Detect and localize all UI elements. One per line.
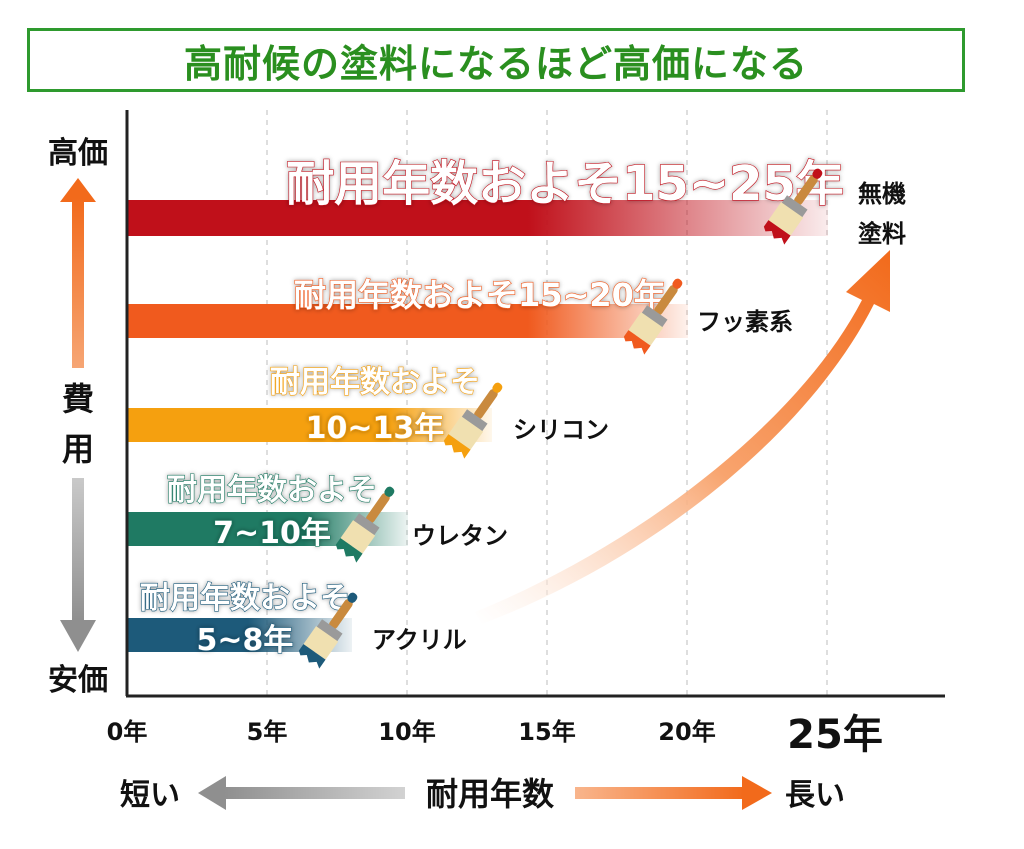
- x-tick-label: 0年: [107, 718, 148, 746]
- category-label: 塗料: [858, 220, 906, 248]
- y-axis-label: 費用: [62, 380, 94, 468]
- y-top-label: 高価: [48, 136, 108, 171]
- paintbrush-icon: [443, 382, 503, 459]
- y-bottom-label: 安価: [48, 663, 108, 698]
- bar-label: 耐用年数およそ: [140, 581, 350, 616]
- category-label: ウレタン: [412, 522, 508, 550]
- bar-label: 5~8年: [197, 623, 294, 658]
- bar-label: 耐用年数およそ15~25年: [286, 156, 844, 212]
- x-axis-label: 耐用年数: [426, 775, 555, 813]
- x-tick-label: 5年: [247, 718, 288, 746]
- paintbrush-icon: [298, 592, 358, 669]
- x-tick-label: 20年: [658, 718, 715, 746]
- category-label: アクリル: [372, 626, 467, 654]
- bar-0: [128, 200, 828, 236]
- x-tick-label: 10年: [378, 718, 435, 746]
- x-right-label: 長い: [785, 778, 845, 813]
- y-arrow-head-down: [60, 620, 96, 652]
- bar-label: 10~13年: [306, 411, 445, 446]
- chart-title: 高耐候の塗料になるほど高価になる: [27, 28, 965, 92]
- bar-label: 耐用年数およそ: [167, 473, 377, 508]
- bars: 耐用年数およそ15~25年 無機塗料耐用年数およそ15~20年フッ素系耐用年数およ…: [128, 155, 906, 669]
- category-label: 無機: [858, 180, 906, 208]
- bar-2: [128, 408, 492, 442]
- paintbrush-icon: [623, 278, 683, 355]
- category-label: シリコン: [513, 416, 609, 444]
- x-arrow-head-right: [742, 776, 772, 810]
- bar-1: [128, 304, 688, 338]
- x-label-bg: [405, 770, 575, 814]
- x-tick-label: 15年: [518, 718, 575, 746]
- x-arrow-head-left: [198, 776, 226, 810]
- y-label-bg: [50, 368, 106, 478]
- bar-label: 耐用年数およそ: [270, 365, 480, 400]
- bar-label: 7~10年: [213, 516, 331, 551]
- paintbrush-icon: [763, 168, 823, 245]
- x-tick-labels: 0年 5年 10年 15年 20年 25年: [107, 712, 883, 758]
- bar-label: 耐用年数およそ15~20年: [294, 276, 666, 314]
- paintbrush-icon: [335, 486, 395, 563]
- x-tick-label: 25年: [787, 712, 883, 758]
- x-left-label: 短い: [120, 778, 180, 813]
- y-arrow-head-up: [60, 178, 96, 202]
- category-label: フッ素系: [697, 308, 793, 336]
- grid-lines: [266, 110, 828, 696]
